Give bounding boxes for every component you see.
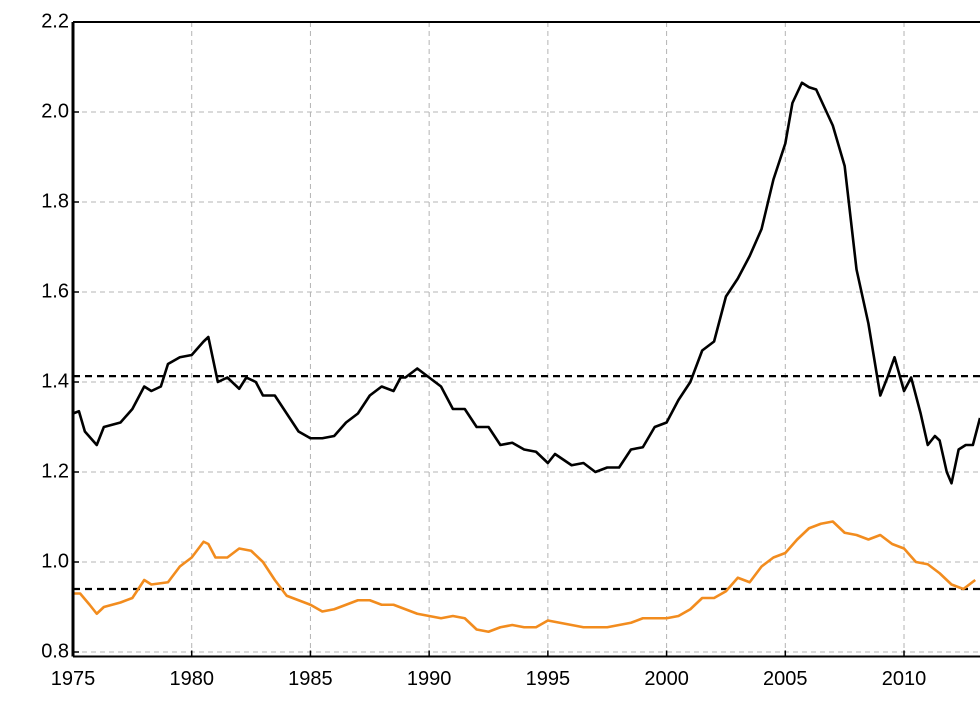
y-tick-label: 1.6 — [41, 280, 69, 302]
y-tick-label: 1.0 — [41, 550, 69, 572]
y-tick-label: 1.2 — [41, 460, 69, 482]
x-tick-label: 1990 — [407, 668, 452, 690]
series-line — [72, 81, 980, 485]
x-tick-label: 2010 — [882, 668, 927, 690]
x-tick-label: 1980 — [169, 668, 214, 690]
y-tick-label: 2.0 — [41, 100, 69, 122]
x-tick-label: 1975 — [51, 668, 96, 690]
series-line — [73, 520, 977, 634]
x-tick-label: 2005 — [763, 668, 808, 690]
y-tick-label: 0.8 — [41, 640, 69, 662]
y-tick-label: 1.8 — [41, 190, 69, 212]
x-tick-label: 1995 — [526, 668, 571, 690]
x-tick-label: 2000 — [644, 668, 689, 690]
y-tick-label: 1.4 — [41, 370, 69, 392]
y-tick-label: 2.2 — [41, 10, 69, 32]
x-tick-label: 1985 — [288, 668, 333, 690]
